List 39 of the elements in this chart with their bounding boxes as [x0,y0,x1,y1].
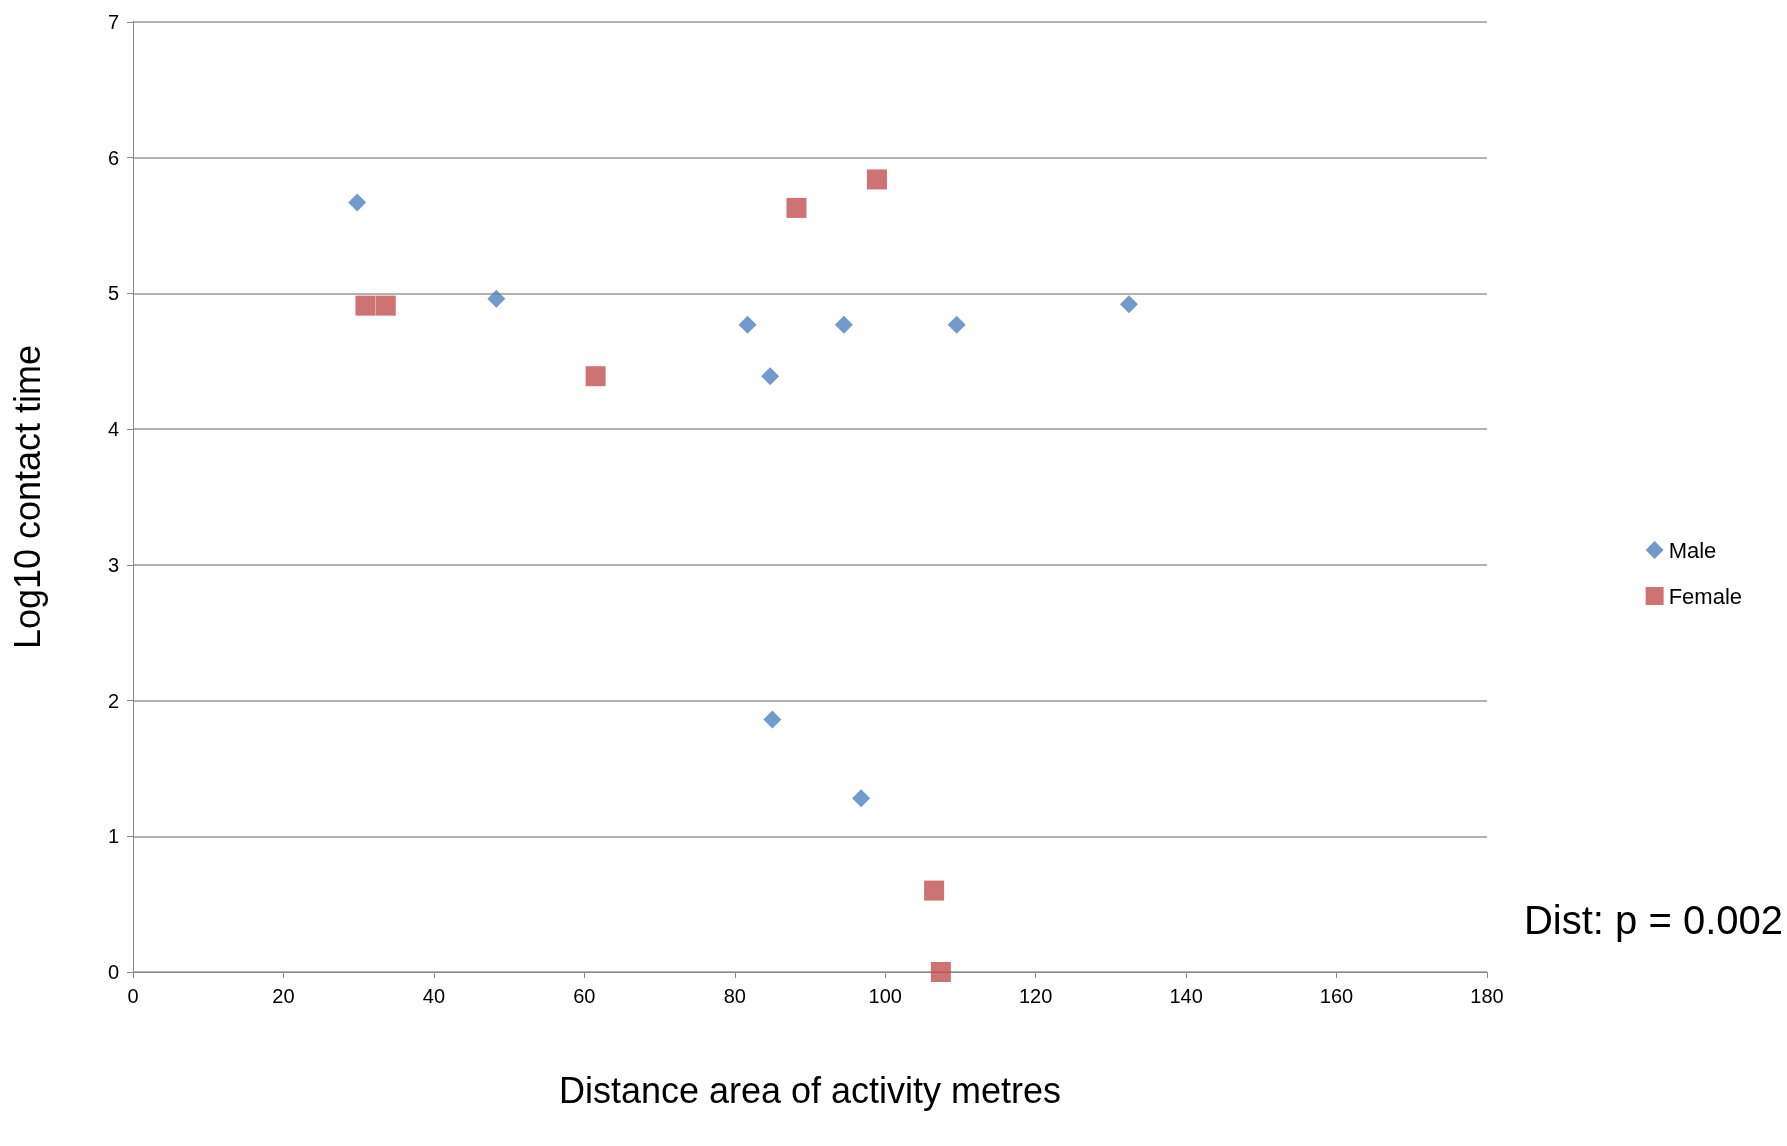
point [786,197,807,218]
y-tick-label: 4 [107,418,119,441]
point [834,315,853,334]
point [1119,295,1138,314]
y-tick-label: 3 [107,553,119,576]
y-axis-title: Log10 contact time [6,344,48,650]
x-tick-label: 100 [868,985,902,1007]
x-tick-label: 0 [127,985,139,1007]
x-tick-label: 20 [272,985,295,1007]
point [761,367,780,386]
y-tick-label: 2 [107,689,119,712]
point [852,789,871,808]
y-tick-label: 7 [107,11,119,33]
x-tick-label: 120 [1018,985,1053,1007]
x-tick-label: 60 [573,985,596,1007]
x-axis-title: Distance area of activity metres [558,1069,1062,1111]
point [585,366,606,387]
point [947,315,966,334]
y-tick-label: 5 [107,282,119,305]
point [924,880,945,901]
point [355,295,376,316]
x-tick-label: 40 [422,985,446,1007]
x-tick-label: 140 [1169,985,1203,1007]
point [866,169,887,190]
legend-label: Male [1668,537,1717,563]
y-tick-label: 1 [107,825,119,848]
point [375,295,396,316]
y-tick-label: 6 [107,146,119,169]
text: Dist: p = 0.002 [1523,898,1783,942]
point [738,315,757,334]
point [930,962,951,982]
point [487,289,506,308]
point [763,710,782,729]
legend-label: Female [1668,583,1742,609]
y-tick-label: 0 [107,961,119,983]
x-tick-label: 80 [723,985,746,1007]
x-tick-label: 160 [1319,985,1354,1007]
x-tick-label: 180 [1470,985,1504,1007]
point [348,193,367,212]
